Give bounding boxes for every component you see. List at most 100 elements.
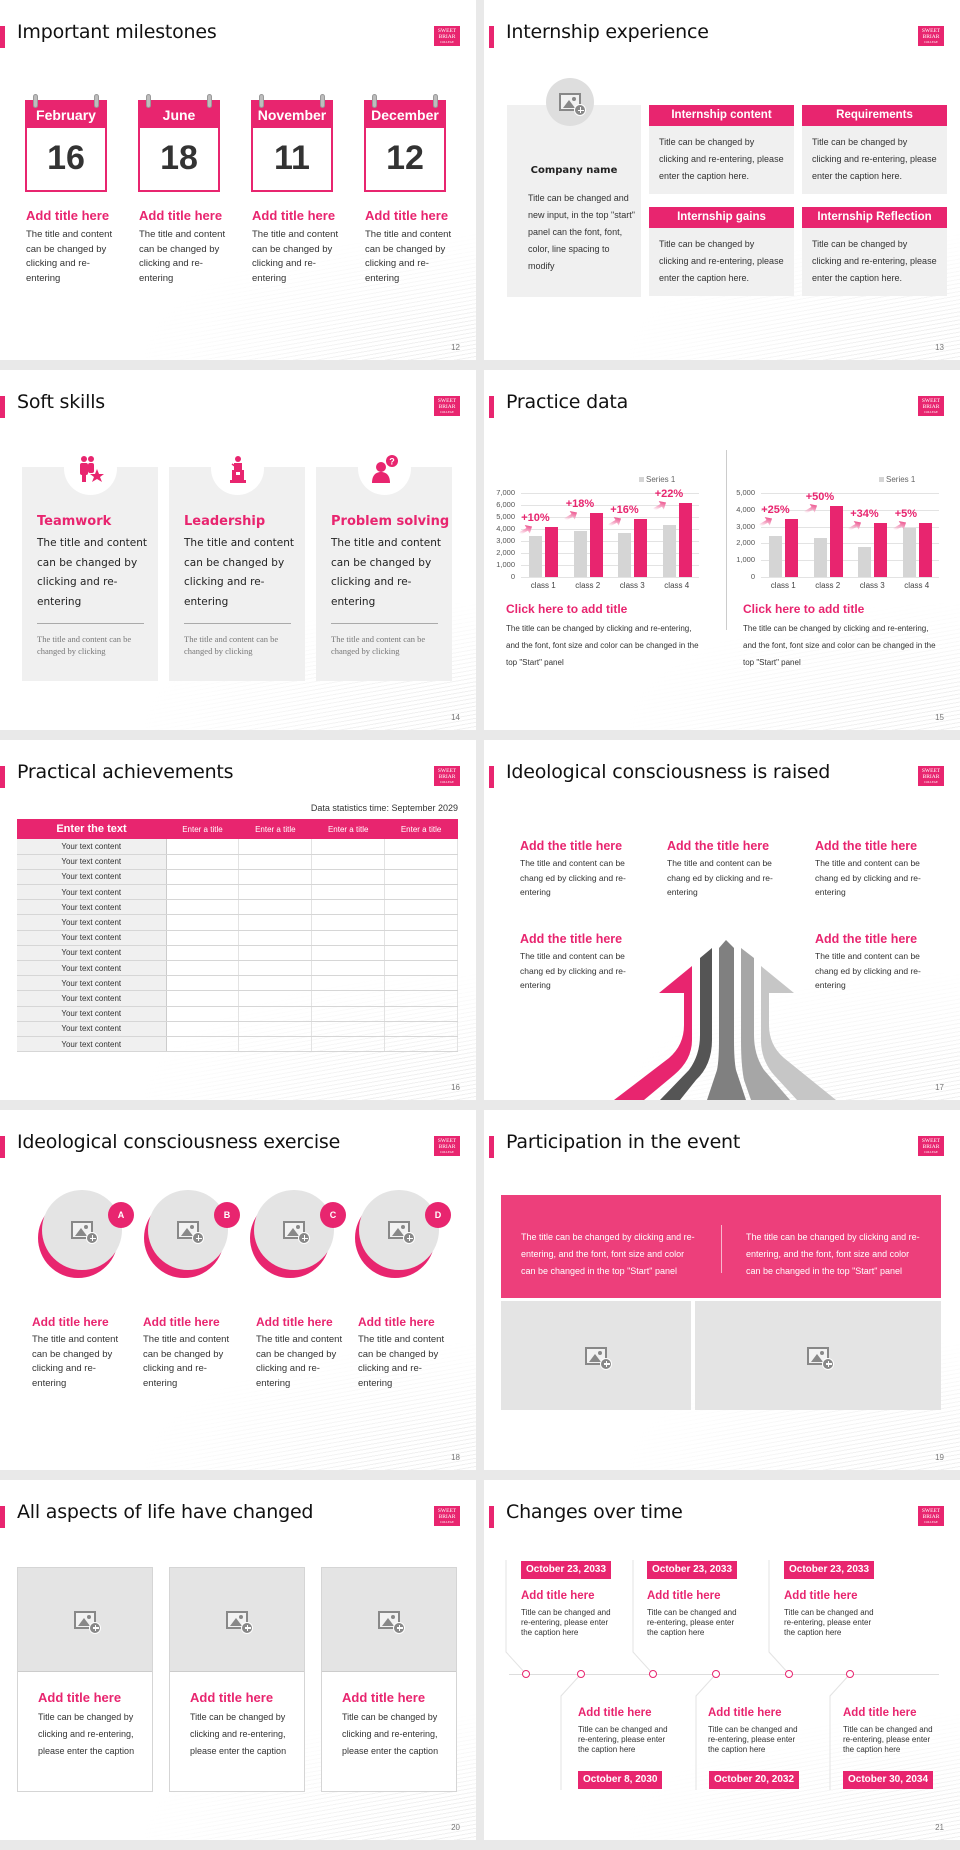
table-cell[interactable] [166, 854, 240, 870]
milestone-text[interactable]: The title and content can be changed by … [365, 229, 452, 284]
table-cell[interactable] [166, 884, 240, 901]
table-cell[interactable] [166, 839, 240, 855]
table-cell[interactable]: Your text content [17, 869, 167, 886]
exercise-image-circle[interactable]: C [250, 1190, 346, 1278]
bar-chart-right[interactable]: Series 1 0 1,000 2,000 3,000 4,000 5,000 +25% cl… [729, 475, 954, 595]
block-text[interactable]: The title can be changed by clicking and… [506, 624, 699, 667]
item-text[interactable]: The title and content can be chang ed by… [815, 858, 921, 897]
exercise-text[interactable]: The title and content can be changed by … [358, 1334, 445, 1389]
skill-card-teamwork[interactable] [22, 467, 158, 681]
item-title[interactable]: Add the title here [815, 839, 918, 853]
table-cell[interactable] [384, 975, 458, 992]
table-cell[interactable] [311, 884, 386, 901]
timeline-title[interactable]: Add title here [647, 1590, 721, 1602]
table-cell[interactable] [384, 884, 458, 901]
table-cell[interactable] [166, 1021, 240, 1037]
milestone-text[interactable]: The title and content can be changed by … [139, 229, 226, 284]
table-cell[interactable]: Your text content [17, 945, 167, 962]
timeline-node[interactable] [649, 1670, 657, 1678]
milestone-text[interactable]: The title and content can be changed by … [26, 229, 113, 284]
slide-all-aspects-of-life[interactable]: All aspects of life have changed SWEET BR… [0, 1480, 476, 1840]
table-cell[interactable] [238, 945, 313, 962]
info-box-internship-content[interactable]: Internship content Title can be changed b… [649, 105, 794, 194]
info-box-internship-reflection[interactable]: Internship Reflection Title can be change… [802, 207, 947, 296]
table-cell[interactable] [311, 869, 386, 886]
image-placeholder[interactable] [501, 1301, 691, 1410]
table-cell[interactable] [311, 854, 386, 870]
table-cell[interactable] [384, 945, 458, 962]
table-cell[interactable] [384, 1021, 458, 1037]
block-text[interactable]: The title can be changed by clicking and… [743, 624, 936, 667]
slide-important-milestones[interactable]: Important milestones SWEET BRIAR COLLEGE F… [0, 0, 476, 360]
item-title[interactable]: Add the title here [815, 932, 918, 946]
info-box-internship-gains[interactable]: Internship gains Title can be changed by … [649, 207, 794, 296]
table-cell[interactable] [311, 990, 386, 1007]
bar[interactable] [662, 525, 676, 577]
slide-participation-in-event[interactable]: Participation in the event SWEET BRIAR COL… [484, 1110, 960, 1470]
image-placeholder[interactable] [18, 1568, 152, 1672]
table-header[interactable]: Enter a title [238, 819, 312, 839]
table-cell[interactable]: Your text content [17, 899, 167, 916]
exercise-title[interactable]: Add title here [358, 1315, 435, 1329]
table-cell[interactable] [384, 1036, 458, 1053]
milestone-text[interactable]: The title and content can be changed by … [252, 229, 339, 284]
item-title[interactable]: Add the title here [520, 932, 623, 946]
bar[interactable] [589, 513, 603, 577]
table-cell[interactable]: Your text content [17, 975, 167, 992]
timeline-title[interactable]: Add title here [708, 1707, 782, 1719]
table-cell[interactable] [166, 945, 240, 962]
table-cell[interactable] [166, 930, 240, 946]
life-card[interactable]: Add title here Title can be changed by c… [169, 1567, 305, 1792]
bar[interactable] [545, 526, 559, 577]
table-cell[interactable] [166, 899, 240, 916]
timeline-text[interactable]: Title can be changed and re-entering, pl… [647, 1608, 737, 1637]
milestone-title[interactable]: Add title here [252, 208, 336, 223]
exercise-text[interactable]: The title and content can be changed by … [143, 1334, 230, 1389]
table-cell[interactable] [311, 975, 386, 992]
table-cell[interactable] [311, 1036, 386, 1053]
bar[interactable] [858, 546, 872, 577]
bar[interactable] [918, 523, 932, 577]
table-cell[interactable] [166, 1036, 240, 1053]
table-cell[interactable] [238, 960, 313, 977]
table-cell[interactable] [166, 869, 240, 886]
company-description[interactable]: Title can be changed and new input, in t… [528, 193, 635, 271]
table-cell[interactable] [238, 1021, 313, 1037]
bar[interactable] [573, 531, 587, 577]
block-title[interactable]: Click here to add title [743, 602, 865, 616]
timeline-node[interactable] [712, 1670, 720, 1678]
table-cell[interactable] [311, 960, 386, 977]
timeline-node[interactable] [785, 1670, 793, 1678]
milestone-title[interactable]: Add title here [26, 208, 110, 223]
bar[interactable] [785, 519, 799, 577]
table-header[interactable]: Enter the text [17, 819, 166, 839]
skill-card-leadership[interactable] [169, 467, 305, 681]
table-cell[interactable] [166, 990, 240, 1007]
table-cell[interactable] [384, 960, 458, 977]
table-cell[interactable] [238, 869, 313, 886]
item-text[interactable]: The title and content can be chang ed by… [815, 951, 921, 990]
table-cell[interactable] [238, 914, 313, 931]
life-card[interactable]: Add title here Title can be changed by c… [321, 1567, 457, 1792]
timeline-text[interactable]: Title can be changed and re-entering, pl… [843, 1725, 933, 1754]
table-cell[interactable] [166, 960, 240, 977]
table-cell[interactable] [311, 914, 386, 931]
table-cell[interactable] [166, 914, 240, 931]
table-cell[interactable]: Your text content [17, 884, 167, 901]
table-cell[interactable] [384, 899, 458, 916]
timeline-text[interactable]: Title can be changed and re-entering, pl… [521, 1608, 611, 1637]
exercise-image-circle[interactable]: B [144, 1190, 240, 1278]
table-cell[interactable] [384, 839, 458, 855]
slide-ideological-consciousness-exercise[interactable]: Ideological consciousness exercise SWEET… [0, 1110, 476, 1470]
table-cell[interactable] [384, 1006, 458, 1022]
table-cell[interactable] [384, 930, 458, 946]
bar[interactable] [874, 523, 888, 577]
bar[interactable] [634, 519, 648, 577]
table-cell[interactable] [384, 869, 458, 886]
milestone-title[interactable]: Add title here [139, 208, 223, 223]
table-cell[interactable] [384, 990, 458, 1007]
event-text[interactable]: The title can be changed by clicking and… [521, 1232, 695, 1276]
timeline-title[interactable]: Add title here [843, 1707, 917, 1719]
timeline-title[interactable]: Add title here [784, 1590, 858, 1602]
exercise-title[interactable]: Add title here [32, 1315, 109, 1329]
